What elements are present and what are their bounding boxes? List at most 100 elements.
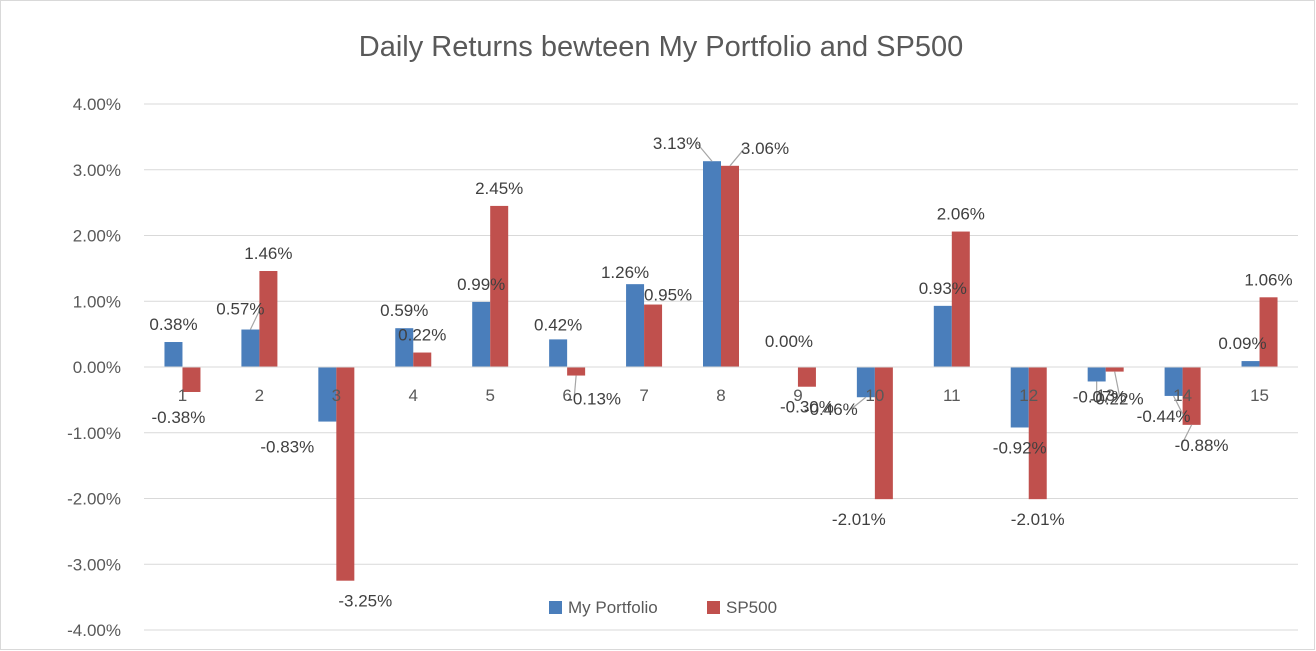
bar-my-portfolio (241, 329, 260, 367)
y-tick-label: 1.00% (73, 292, 121, 311)
x-tick-label: 2 (255, 386, 264, 405)
data-label: -0.83% (260, 438, 314, 457)
bars (164, 161, 1278, 581)
x-tick-label: 6 (562, 386, 571, 405)
x-tick-label: 14 (1173, 386, 1192, 405)
data-label: 0.09% (1218, 334, 1266, 353)
y-tick-label: 0.00% (73, 358, 121, 377)
bar-sp500 (490, 205, 509, 367)
bar-my-portfolio (1241, 361, 1260, 367)
data-label: -3.25% (338, 592, 392, 611)
bar-my-portfolio (395, 328, 414, 367)
data-label: -2.01% (1011, 510, 1065, 529)
data-labels: 0.38% 0.57% -0.83% 0.59% 0.99% 0.42% 1.26% 3.13… (149, 134, 1292, 610)
leader-line (1114, 371, 1121, 397)
bar-sp500 (1028, 367, 1047, 500)
bar-my-portfolio (856, 367, 875, 398)
data-label: -0.92% (993, 438, 1047, 457)
data-label: 0.42% (534, 315, 582, 334)
legend-label: My Portfolio (568, 598, 658, 617)
data-label: 3.13% (653, 134, 701, 153)
data-label: 0.93% (919, 279, 967, 298)
bar-my-portfolio (164, 342, 183, 367)
x-tick-label: 9 (793, 386, 802, 405)
legend-swatch-my-portfolio (549, 601, 562, 614)
x-tick-label: 1 (178, 386, 187, 405)
bar-my-portfolio (1164, 367, 1183, 396)
x-tick-label: 3 (332, 386, 341, 405)
data-label: 0.00% (765, 332, 813, 351)
chart-title: Daily Returns bewteen My Portfolio and S… (359, 31, 963, 63)
x-tick-label: 15 (1250, 386, 1269, 405)
data-label: 3.06% (741, 139, 789, 158)
bar-sp500 (951, 231, 970, 367)
data-label: 1.06% (1244, 270, 1292, 289)
x-tick-label: 10 (865, 386, 884, 405)
y-tick-label: -4.00% (67, 621, 121, 640)
y-tick-label: -1.00% (67, 424, 121, 443)
bar-my-portfolio (318, 367, 337, 422)
legend[interactable]: My Portfolio SP500 (549, 598, 777, 617)
data-label: 1.26% (601, 263, 649, 282)
data-label: 0.99% (457, 275, 505, 294)
x-tick-label: 8 (716, 386, 725, 405)
legend-label: SP500 (726, 598, 777, 617)
y-tick-label: 4.00% (73, 95, 121, 114)
bar-sp500 (644, 304, 663, 367)
y-tick-label: -3.00% (67, 555, 121, 574)
data-label: 0.57% (216, 300, 264, 319)
bar-sp500 (797, 367, 816, 387)
legend-swatch-sp500 (707, 601, 720, 614)
x-tick-label: 4 (409, 386, 418, 405)
y-axis-ticks: -4.00% -3.00% -2.00% -1.00% 0.00% 1.00% 2.00% 3… (67, 95, 121, 640)
x-axis-ticks: 1 2 3 4 5 6 7 8 9 10 11 12 13 14 15 (178, 386, 1269, 405)
data-label: -2.01% (832, 510, 886, 529)
bar-sp500 (1259, 297, 1278, 367)
data-label: 0.95% (644, 286, 692, 305)
data-label: -0.07% (1073, 388, 1127, 407)
x-tick-label: 5 (485, 386, 494, 405)
x-tick-label: 7 (639, 386, 648, 405)
x-tick-label: 12 (1019, 386, 1038, 405)
bar-sp500 (413, 352, 432, 367)
data-label: -0.22% (1090, 389, 1144, 408)
bar-my-portfolio (472, 301, 491, 367)
leader-line (249, 308, 261, 330)
leader-line (850, 396, 867, 410)
bar-sp500 (567, 367, 586, 376)
leader-line (1173, 395, 1185, 417)
bar-sp500 (259, 271, 278, 367)
bar-sp500 (1182, 367, 1201, 425)
data-label: 0.59% (380, 301, 428, 320)
bar-my-portfolio (933, 305, 952, 367)
leader-lines (249, 142, 1193, 446)
bar-my-portfolio (626, 284, 645, 367)
x-tick-label: 13 (1096, 386, 1115, 405)
bar-sp500 (182, 367, 201, 392)
data-label: 2.45% (475, 179, 523, 198)
bar-my-portfolio (549, 339, 568, 367)
data-label: -0.46% (804, 400, 858, 419)
bar-sp500 (336, 367, 355, 581)
data-label: 2.06% (937, 205, 985, 224)
data-label: 0.38% (149, 315, 197, 334)
bar-my-portfolio (1087, 367, 1106, 382)
data-label: -0.88% (1175, 436, 1229, 455)
data-label: -0.38% (152, 408, 206, 427)
y-tick-label: -2.00% (67, 490, 121, 509)
bar-sp500 (874, 367, 893, 500)
y-tick-label: 2.00% (73, 227, 121, 246)
data-label: 1.46% (244, 244, 292, 263)
data-label: -0.30% (780, 398, 834, 417)
bar-sp500 (1105, 367, 1124, 372)
data-label: -0.13% (567, 390, 621, 409)
data-label: -0.44% (1137, 407, 1191, 426)
x-tick-label: 11 (943, 386, 961, 405)
data-label: 0.22% (398, 326, 446, 345)
leader-line (573, 375, 577, 399)
leader-line (1181, 424, 1193, 446)
y-tick-label: 3.00% (73, 161, 121, 180)
bar-my-portfolio (703, 161, 721, 367)
